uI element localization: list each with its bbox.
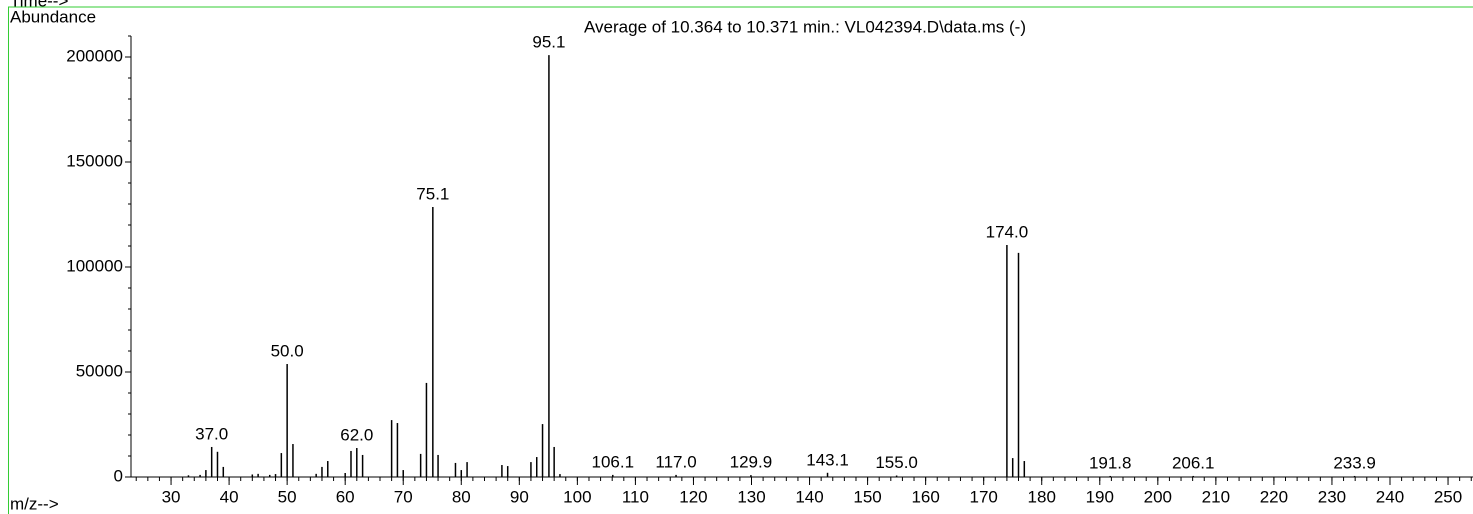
x-tick-label: 70 [394,487,413,506]
x-tick-label: 50 [278,487,297,506]
peak-label: 50.0 [271,342,304,361]
y-tick-label: 50000 [76,361,123,380]
y-tick-label: 200000 [66,46,123,65]
peak-label: 75.1 [416,184,449,203]
y-tick-label: 100000 [66,256,123,275]
peak-label: 143.1 [806,450,849,469]
x-tick-label: 180 [1028,487,1056,506]
x-tick-label: 110 [622,487,649,506]
x-tick-label: 210 [1202,487,1230,506]
peak-label: 106.1 [591,452,634,471]
x-tick-label: 100 [563,487,591,506]
peak-label: 37.0 [195,424,228,443]
peak-label: 174.0 [986,222,1029,241]
x-tick-label: 250 [1434,487,1462,506]
y-tick-label: 0 [114,466,123,485]
x-tick-label: 130 [737,487,765,506]
x-tick-label: 90 [510,487,529,506]
x-tick-label: 40 [220,487,239,506]
peak-label: 233.9 [1333,453,1376,472]
y-axis-label: Abundance [10,7,96,26]
peak-label: 206.1 [1172,453,1215,472]
peak-label: 117.0 [655,452,696,471]
top-label: Time--> [10,0,68,10]
chart-title: Average of 10.364 to 10.371 min.: VL0423… [584,17,1026,36]
x-tick-label: 80 [452,487,471,506]
x-tick-label: 150 [853,487,881,506]
peak-label: 155.0 [875,453,918,472]
x-tick-label: 140 [795,487,823,506]
x-tick-label: 120 [679,487,707,506]
peak-label: 129.9 [730,453,773,472]
x-tick-label: 170 [969,487,997,506]
x-tick-label: 60 [336,487,355,506]
x-tick-label: 190 [1086,487,1114,506]
peak-label: 95.1 [532,33,565,52]
x-tick-label: 200 [1144,487,1172,506]
x-tick-label: 220 [1260,487,1288,506]
x-tick-label: 160 [911,487,939,506]
peak-label: 191.8 [1089,453,1132,472]
x-tick-label: 230 [1318,487,1346,506]
y-tick-label: 150000 [66,151,123,170]
x-tick-label: 240 [1376,487,1404,506]
x-tick-label: 30 [162,487,181,506]
x-axis-label: m/z--> [10,494,59,513]
peak-label: 62.0 [340,426,373,445]
